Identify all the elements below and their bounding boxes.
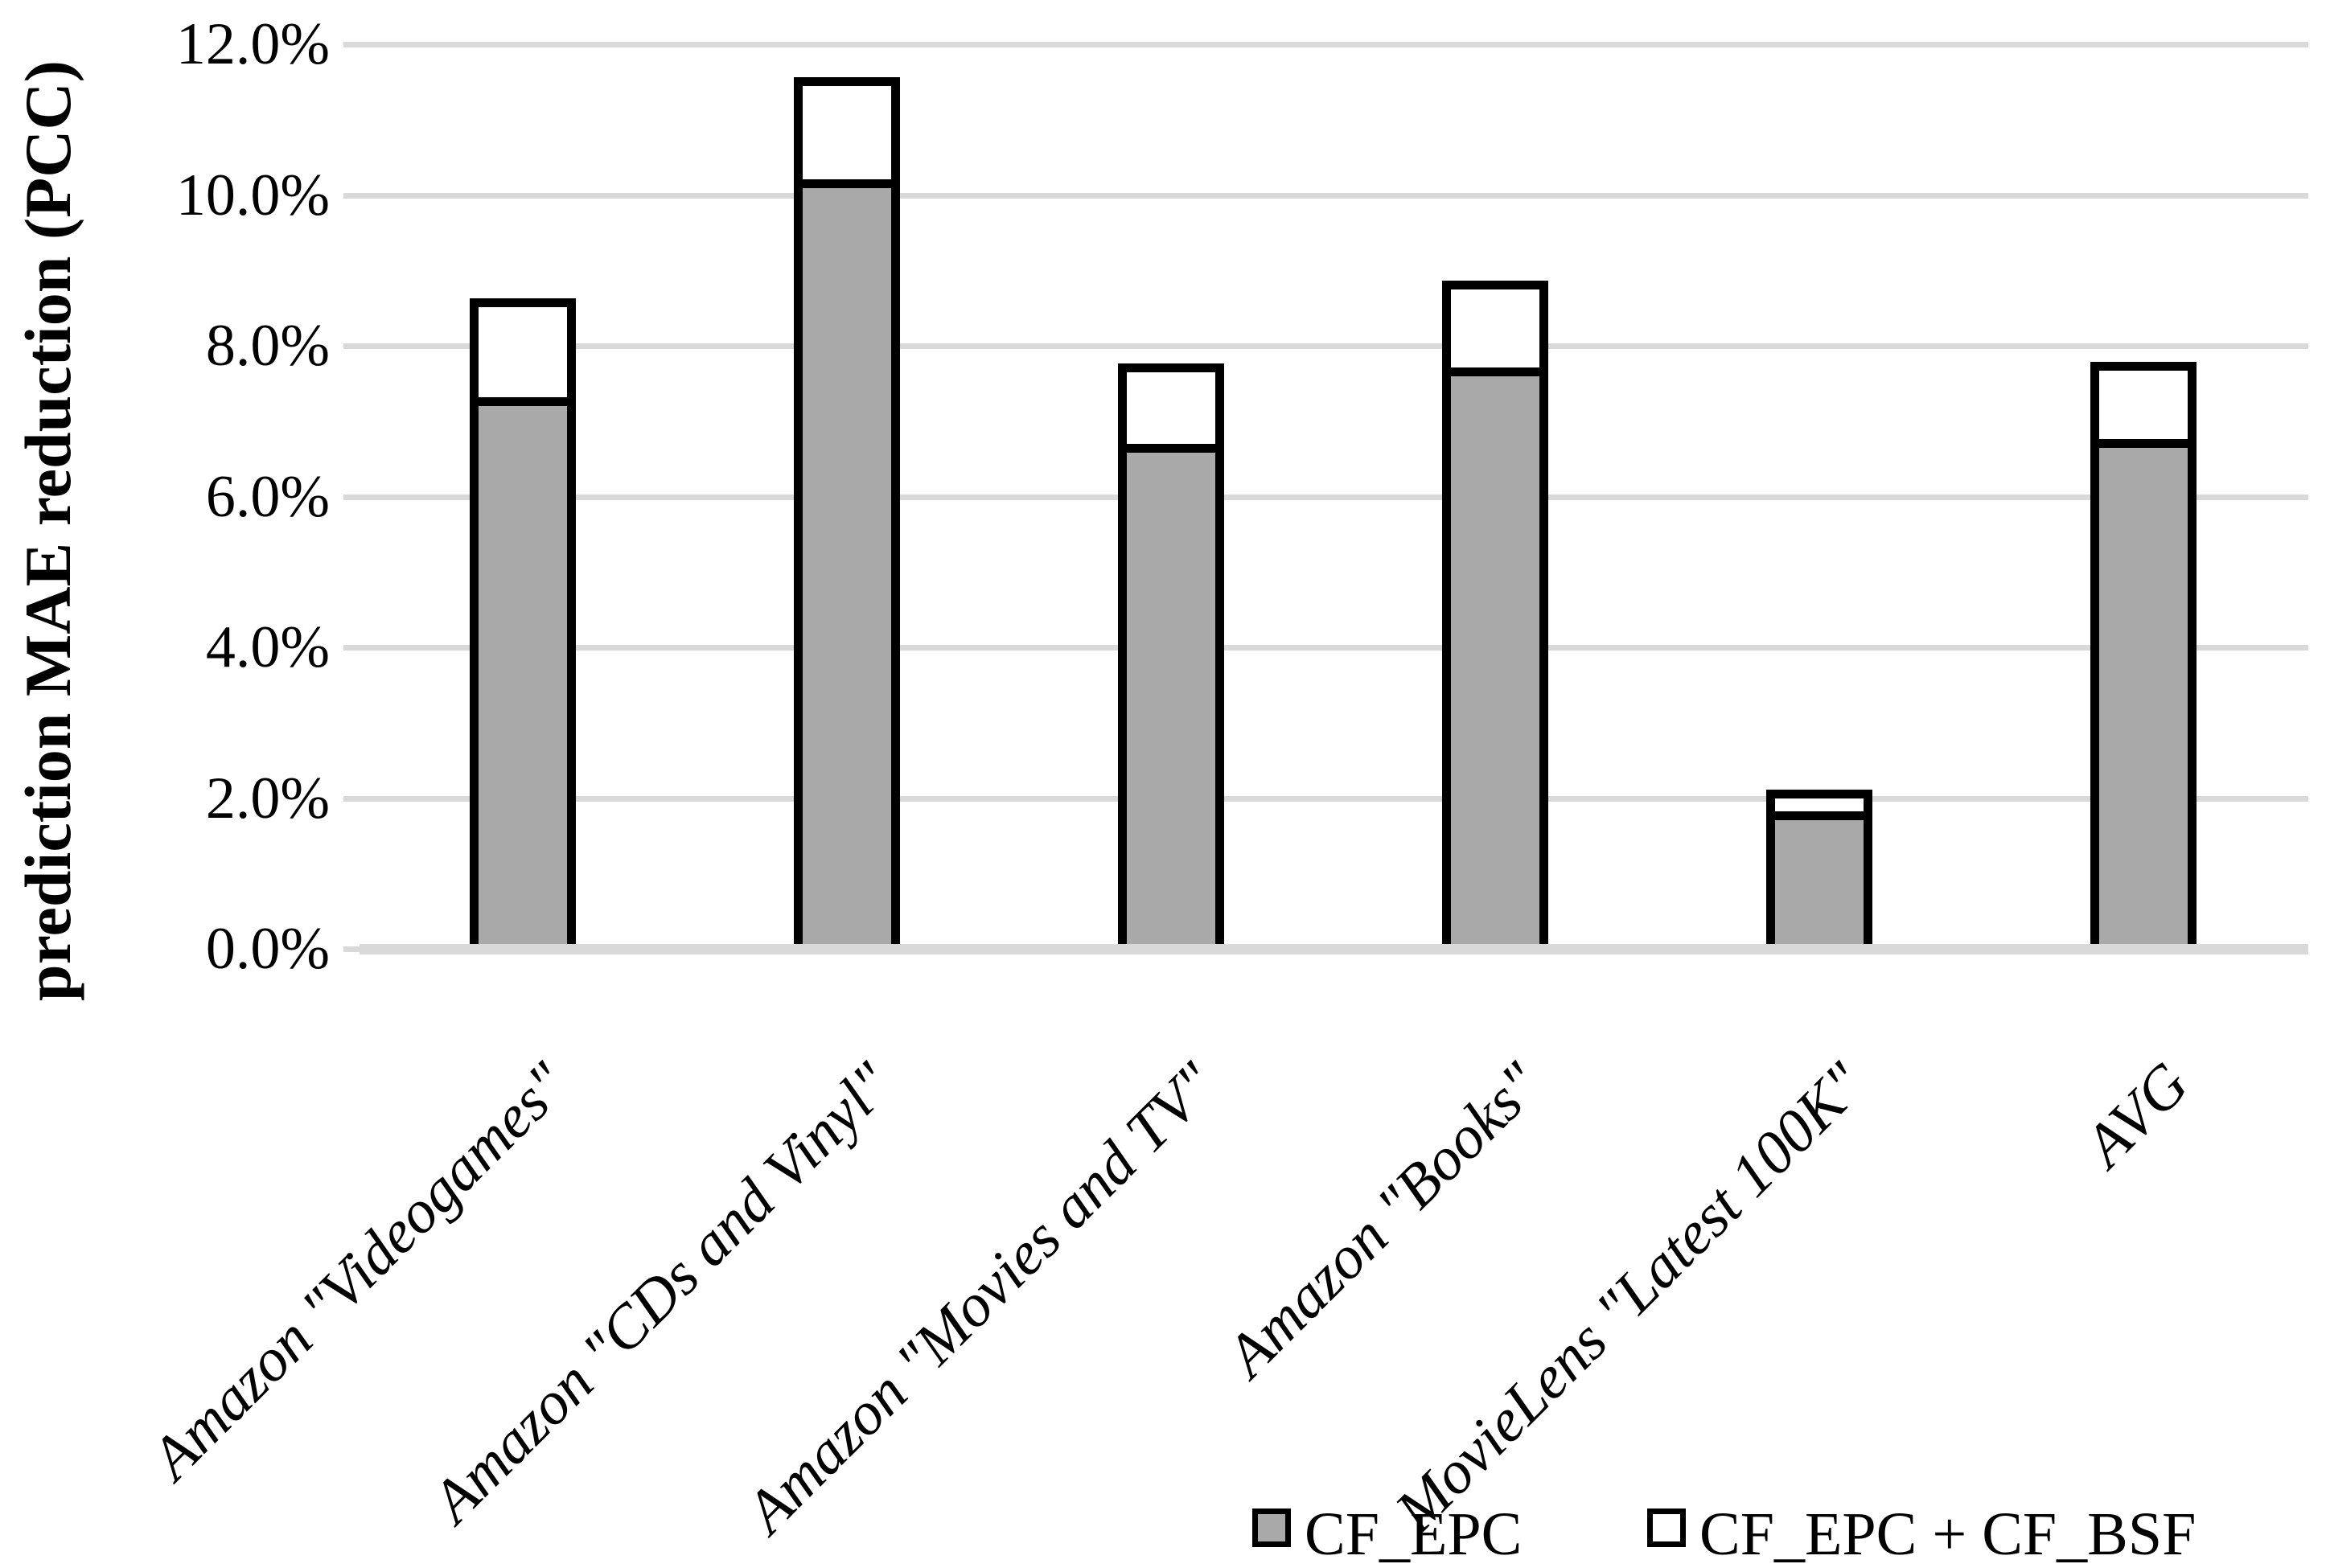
y-axis-title: prediction MAE reduction (PCC) bbox=[11, 60, 84, 1001]
bar-segment-cf-epc bbox=[2099, 439, 2188, 949]
bar-segment-cf-epc bbox=[479, 397, 567, 949]
legend-label-2: CF_EPC + CF_BSF bbox=[1699, 1500, 2197, 1568]
y-axis-tick bbox=[343, 495, 360, 500]
y-axis-tick bbox=[343, 796, 360, 802]
gridline bbox=[360, 495, 2308, 500]
x-category-label: Amazon "Books" bbox=[1213, 1049, 1553, 1390]
legend-swatch-2 bbox=[1647, 1508, 1686, 1547]
gridline bbox=[360, 645, 2308, 651]
legend-label-1: CF_EPC bbox=[1305, 1500, 1523, 1568]
bar-5 bbox=[1766, 790, 1872, 949]
y-axis-tick bbox=[343, 946, 360, 952]
gridline bbox=[360, 343, 2308, 349]
y-tick-label: 10.0% bbox=[175, 162, 330, 228]
bar-1 bbox=[470, 298, 576, 949]
x-axis-baseline bbox=[360, 944, 2308, 954]
bar-segment-cf-epc bbox=[1127, 444, 1215, 949]
y-tick-label: 8.0% bbox=[205, 313, 330, 379]
gridline bbox=[360, 796, 2308, 802]
y-tick-label: 4.0% bbox=[205, 614, 330, 680]
y-tick-label: 6.0% bbox=[205, 464, 330, 530]
y-axis-tick bbox=[343, 193, 360, 199]
y-axis-tick bbox=[343, 42, 360, 47]
y-tick-label: 0.0% bbox=[205, 916, 330, 982]
bar-segment-cf-epc bbox=[803, 179, 891, 949]
y-tick-label: 2.0% bbox=[205, 766, 330, 831]
x-category-label: AVG bbox=[2071, 1049, 2201, 1180]
gridline bbox=[360, 193, 2308, 199]
bar-2 bbox=[794, 77, 900, 949]
bar-segment-cf-epc bbox=[1451, 367, 1539, 949]
bar-segment-cf-epc bbox=[1775, 811, 1864, 949]
bar-4 bbox=[1442, 281, 1548, 949]
y-axis-tick bbox=[343, 645, 360, 651]
legend-swatch-1 bbox=[1252, 1508, 1291, 1547]
y-tick-label: 12.0% bbox=[175, 11, 330, 77]
bar-3 bbox=[1118, 363, 1224, 949]
bar-6 bbox=[2090, 362, 2197, 949]
gridline bbox=[360, 42, 2308, 47]
y-axis-tick bbox=[343, 343, 360, 349]
